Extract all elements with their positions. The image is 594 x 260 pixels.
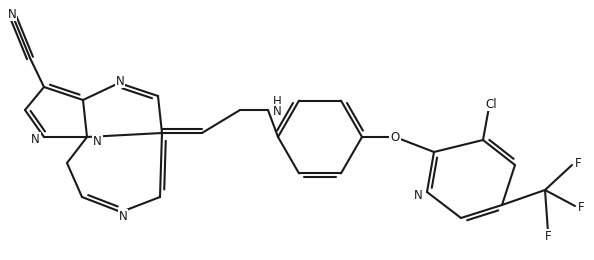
Text: N: N — [8, 8, 17, 21]
Text: N: N — [414, 188, 423, 202]
Text: F: F — [545, 230, 551, 243]
Text: H: H — [273, 94, 282, 107]
Text: N: N — [116, 75, 124, 88]
Text: F: F — [575, 157, 582, 170]
Text: F: F — [578, 200, 584, 213]
Text: O: O — [390, 131, 400, 144]
Text: N: N — [31, 133, 40, 146]
Text: Cl: Cl — [485, 98, 497, 110]
Text: N: N — [273, 105, 282, 118]
Text: N: N — [119, 210, 127, 223]
Text: N: N — [93, 134, 102, 147]
